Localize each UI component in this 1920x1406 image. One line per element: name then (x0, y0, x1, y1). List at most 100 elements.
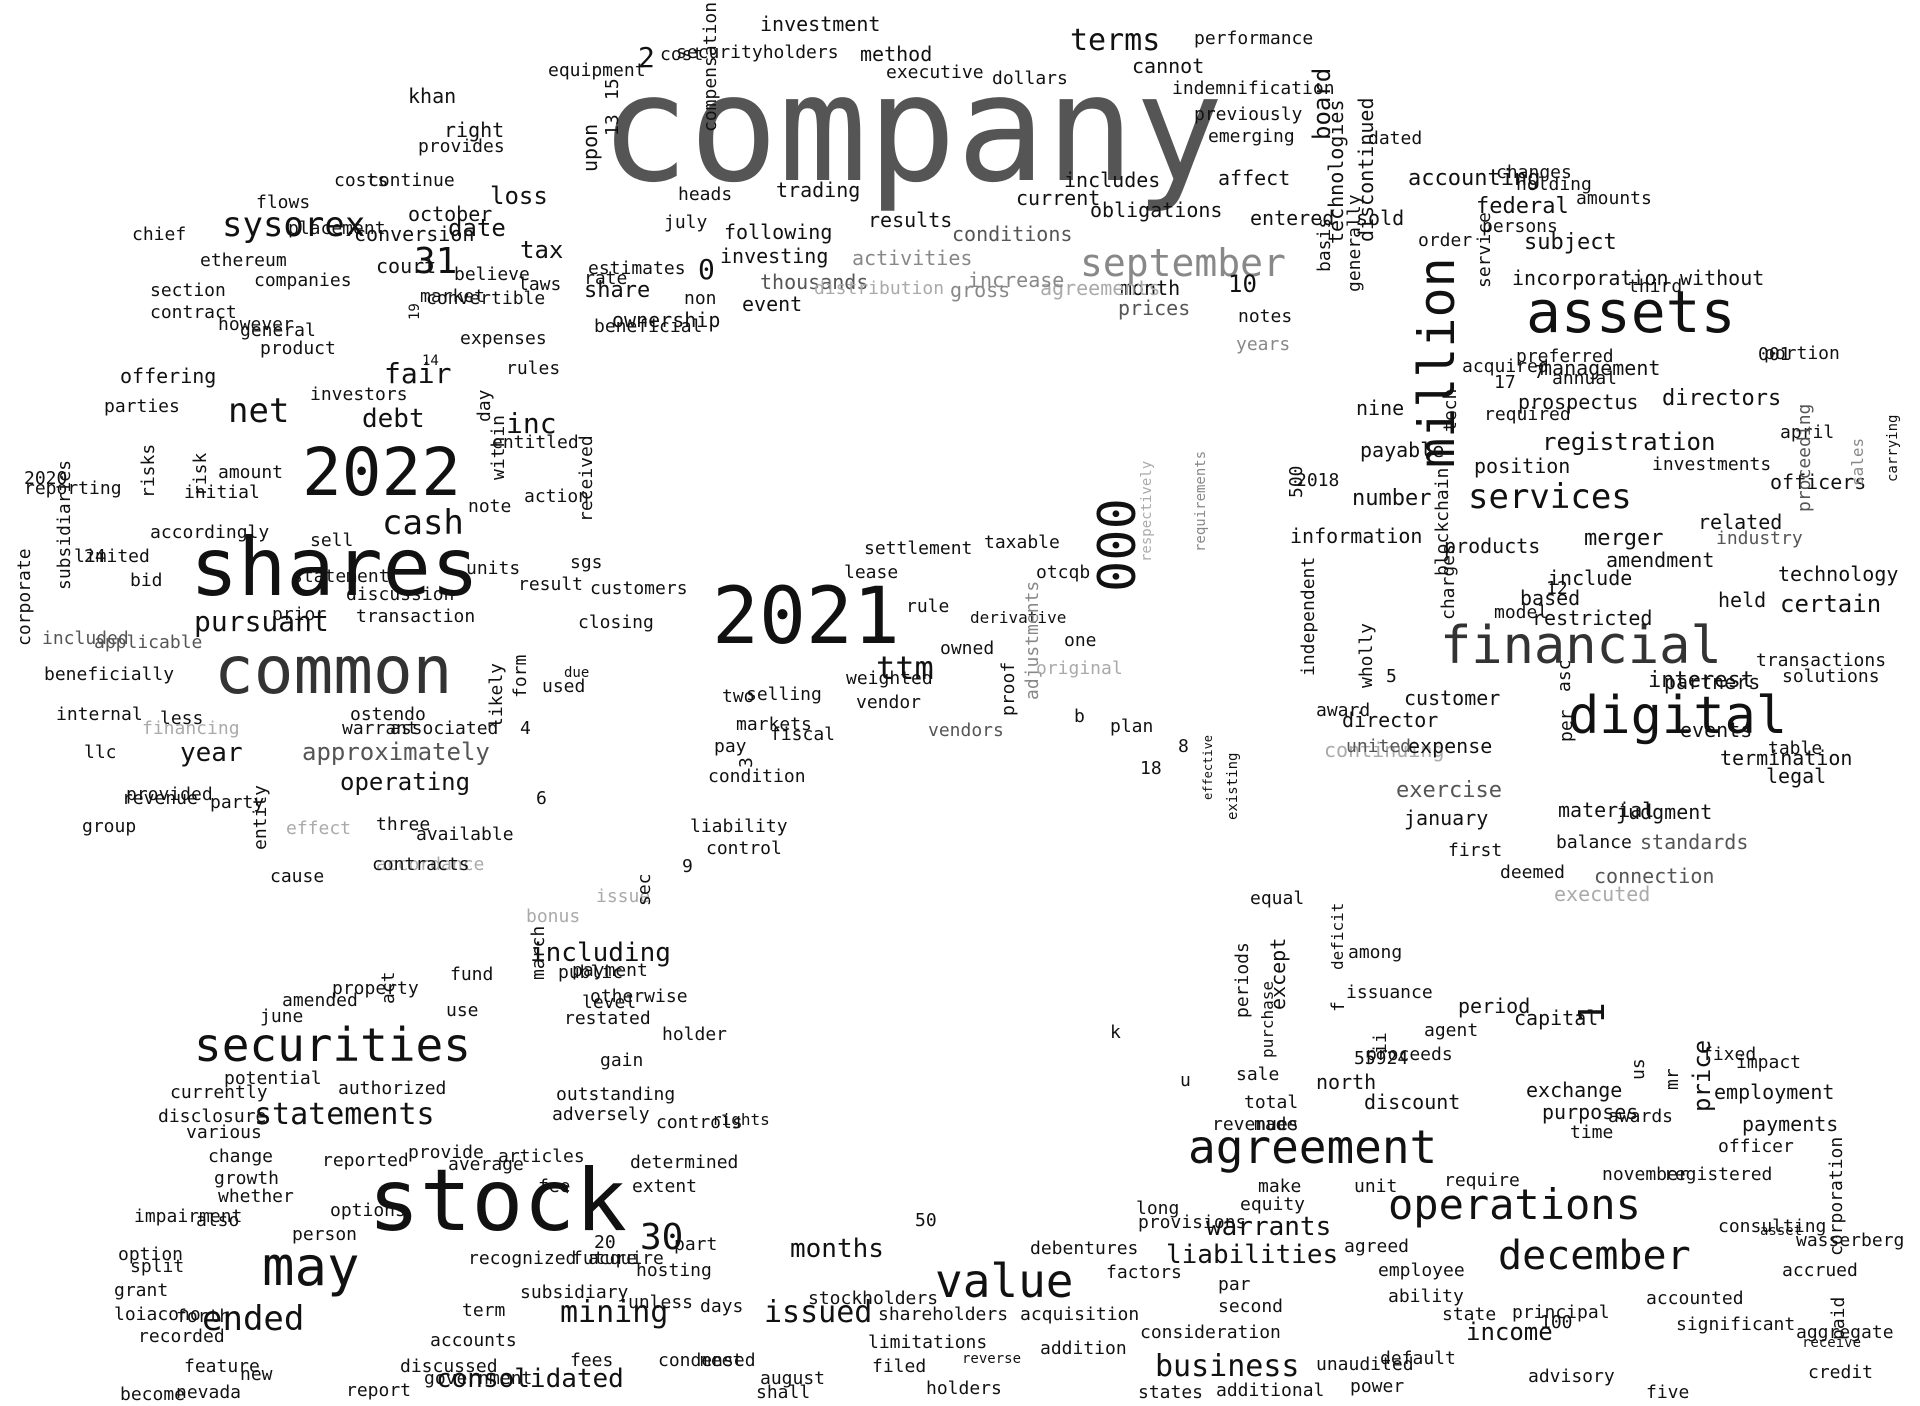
word-feature: feature (184, 1356, 260, 1377)
word-carrying: carrying (1885, 414, 1901, 482)
word-agreements: agreements (1040, 276, 1161, 300)
word-subsidiary: subsidiary (520, 1282, 629, 1303)
word-increase: increase (968, 268, 1065, 292)
word-related: related (1698, 510, 1783, 534)
word-merger: merger (1584, 526, 1664, 551)
word-otcqb: otcqb (1036, 562, 1091, 583)
word-securities: securities (194, 1018, 471, 1072)
word-55924: 55924 (1354, 1048, 1409, 1069)
word-products: products (1444, 534, 1541, 558)
word-14: 14 (422, 353, 439, 369)
word-restricted: restricted (1532, 606, 1653, 630)
word-13: 13 (602, 114, 623, 136)
word-section: section (150, 280, 226, 301)
word-without: without (1680, 266, 1765, 290)
word-19: 19 (407, 303, 423, 320)
word-placement: placement (288, 218, 386, 239)
word-issued: issued (764, 1295, 873, 1330)
word-agreement: agreement (1188, 1120, 1438, 1174)
word-equity: equity (1240, 1194, 1306, 1215)
word-addition: addition (1040, 1338, 1127, 1359)
word-three: three (376, 814, 431, 835)
word-potential: potential (224, 1068, 322, 1089)
word-report: report (346, 1380, 412, 1401)
word-independent: independent (1298, 556, 1319, 676)
word-fee: fee (538, 1176, 571, 1197)
word-material: material (1558, 798, 1655, 822)
word-respectively: respectively (1139, 460, 1155, 562)
word-product: product (260, 338, 336, 359)
word-subject: subject (1524, 230, 1617, 255)
word-beneficially: beneficially (44, 664, 175, 685)
word-2: 2 (638, 41, 655, 74)
word-applicable: applicable (94, 632, 203, 653)
word-u: u (1180, 1070, 1191, 1091)
word-awards: awards (1608, 1106, 1674, 1127)
word-solutions: solutions (1782, 666, 1880, 687)
word-compensation: compensation (700, 2, 721, 133)
word-unit: unit (1354, 1176, 1398, 1197)
word-two: two (722, 686, 755, 707)
word-reporting: reporting (24, 478, 122, 499)
word-llc: llc (84, 742, 117, 763)
word-terms: terms (1070, 23, 1161, 58)
word-receive: receive (1802, 1335, 1862, 1351)
word-november: november (1602, 1164, 1689, 1185)
word-dollars: dollars (992, 68, 1068, 89)
word-pay: pay (714, 736, 747, 757)
word-wasserberg: wasserberg (1796, 1230, 1905, 1251)
word-gross: gross (950, 278, 1011, 302)
word-holder: holder (662, 1024, 728, 1045)
word-month: month (1120, 276, 1181, 300)
word-portion: portion (1764, 343, 1840, 364)
word-consulting: consulting (1718, 1216, 1827, 1237)
word-changes: changes (1496, 162, 1572, 183)
word-split: split (130, 1256, 185, 1277)
word-party: party (210, 792, 265, 813)
word-per: per (1556, 709, 1577, 742)
word-rights: rights (712, 1110, 770, 1129)
word-included: included (42, 628, 129, 649)
word-entity: entity (250, 784, 271, 850)
word-fair: fair (384, 357, 452, 390)
word-digital: digital (1568, 686, 1788, 746)
word-17: 17 (1494, 372, 1516, 393)
word-note: note (468, 496, 512, 517)
word-offering: offering (120, 364, 217, 388)
word-pursuant: pursuant (194, 605, 329, 638)
word-time: time (1570, 1122, 1614, 1143)
word-growth: growth (214, 1168, 280, 1189)
word-2020: 2020 (24, 468, 68, 489)
word-act: act (378, 971, 399, 1004)
word-accounts: accounts (430, 1330, 517, 1351)
word-4: 4 (520, 718, 531, 739)
word-100: 100 (1540, 1312, 1573, 1333)
word-discussion: discussion (346, 584, 455, 605)
word-transaction: transaction (356, 606, 476, 627)
word-18: 18 (1140, 758, 1162, 779)
word-k: k (1110, 1022, 1121, 1043)
word-option: option (118, 1244, 184, 1265)
word-agent: agent (1424, 1020, 1479, 1041)
word-30: 30 (640, 1217, 684, 1258)
word-five: five (1646, 1382, 1690, 1403)
word-securityholders: securityholders (676, 42, 839, 63)
word-control: control (706, 838, 782, 859)
word-ownership: ownership (612, 308, 721, 332)
word-inc: inc (506, 407, 557, 440)
word-value: value (935, 1254, 1074, 1308)
word-state: state (1442, 1304, 1497, 1325)
word-payments: payments (1742, 1112, 1839, 1136)
word-risks: risks (138, 443, 159, 498)
word-24: 24 (84, 546, 106, 567)
word-method: method (860, 42, 933, 66)
word-proceeds: proceeds (1366, 1044, 1453, 1065)
word-employment: employment (1714, 1080, 1835, 1104)
word-accounted: accounted (1646, 1288, 1744, 1309)
word-expenses: expenses (460, 328, 547, 349)
word-held: held (1718, 588, 1767, 612)
word-united: united (1346, 736, 1412, 757)
word-results: results (868, 208, 953, 232)
word-april: april (1780, 422, 1835, 443)
word-chief: chief (132, 224, 187, 245)
